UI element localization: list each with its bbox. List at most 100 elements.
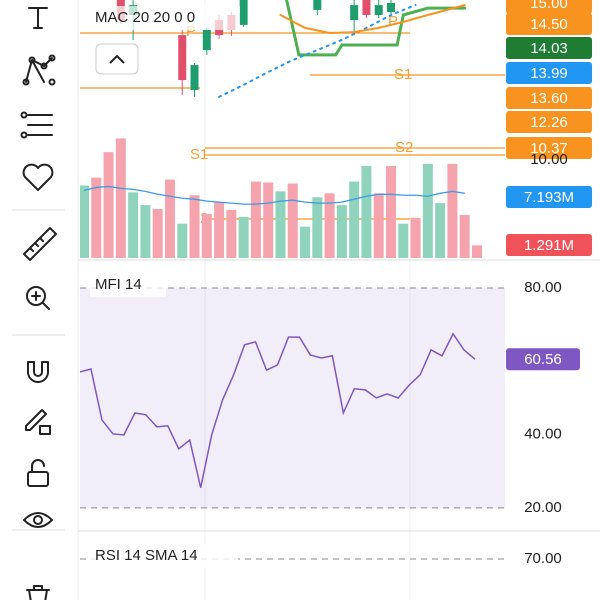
price-tag — [506, 37, 592, 59]
volume-bar — [398, 223, 409, 258]
volume-bar — [214, 202, 225, 258]
mfi-legend: MFI 14 — [95, 276, 142, 293]
volume-bar — [435, 203, 446, 258]
pivot-label: P — [388, 13, 398, 30]
price-tag-label: 14.03 — [530, 40, 568, 57]
candle-body — [178, 35, 187, 81]
price-tag — [506, 13, 592, 35]
candle-body — [362, 0, 371, 15]
volume-bar — [80, 185, 89, 258]
rsi-tick-label: 70.00 — [524, 550, 562, 567]
volume-tag-label: 1.291M — [524, 237, 574, 254]
volume-bar — [103, 152, 114, 258]
pivot-label: S2 — [395, 139, 413, 156]
volume-tag-label: 7.193M — [524, 189, 574, 206]
candle-body — [239, 0, 248, 25]
price-tag — [506, 137, 592, 159]
mfi-tick-label: 20.00 — [524, 499, 562, 516]
price-tag-label: 15.00 — [530, 0, 568, 12]
mfi-band — [80, 288, 505, 508]
unlock[interactable] — [27, 459, 49, 487]
legend-bg — [90, 6, 240, 30]
magnet[interactable] — [27, 361, 49, 383]
volume-bar — [471, 245, 482, 258]
volume-bar — [238, 216, 249, 258]
pivot-label: S1 — [190, 146, 208, 163]
candle-body — [190, 65, 199, 90]
volume-ma — [83, 185, 465, 205]
volume-bar — [324, 193, 335, 258]
volume-bar — [263, 182, 274, 258]
volume-bar — [349, 181, 360, 258]
price-tag-label: 13.60 — [530, 90, 568, 107]
chevron — [109, 54, 125, 64]
volume-bar — [152, 208, 163, 258]
price-tag-label: 13.99 — [530, 65, 568, 82]
volume-bar — [226, 209, 237, 258]
price-tag-label: 10.37 — [530, 140, 568, 157]
volume-bar — [201, 213, 212, 258]
price-tag — [506, 87, 592, 109]
candle-body — [374, 5, 383, 15]
volume-bar — [459, 214, 470, 258]
mfi-tag — [506, 348, 580, 371]
volume-tag — [506, 234, 592, 256]
pivot-label: P — [186, 23, 196, 40]
candle-body — [387, 3, 395, 12]
fib-tool[interactable] — [20, 111, 53, 139]
volume-bar — [177, 223, 188, 258]
price-tag-label: 12.26 — [530, 114, 568, 131]
volume-bar — [275, 191, 286, 258]
mfi-tick-label: 80.00 — [524, 279, 562, 296]
pivot-label: S1 — [394, 66, 412, 83]
ruler[interactable] — [23, 227, 57, 261]
volume-bar — [447, 163, 458, 258]
visibility[interactable] — [23, 512, 53, 528]
candle-body — [350, 5, 359, 21]
text-tool[interactable] — [28, 7, 48, 29]
price-chart: PPS1S1S2S2 — [80, 0, 505, 258]
volume-bar — [250, 181, 261, 258]
price-tag — [506, 62, 592, 84]
volume-bar — [312, 197, 323, 258]
draw-lock[interactable] — [25, 409, 51, 435]
indicator-line — [285, 0, 467, 57]
price-legend: MAC 20 20 0 0 — [95, 9, 195, 26]
volume-bar — [410, 217, 421, 258]
volume-tag — [506, 186, 592, 208]
favorites[interactable] — [22, 163, 54, 191]
price-tag-label: 14.50 — [530, 16, 568, 33]
volume-bar — [140, 205, 151, 258]
mfi-line — [79, 332, 476, 488]
volume-bar — [386, 165, 396, 258]
rsi-legend: RSI 14 SMA 14 — [95, 547, 198, 564]
volume-bar — [91, 177, 102, 258]
legend-bg — [90, 273, 166, 297]
volume-bar — [115, 138, 126, 258]
price-tag — [506, 111, 592, 133]
zoom-in[interactable] — [26, 286, 50, 310]
volume-bar — [336, 205, 347, 258]
path-tool[interactable] — [22, 54, 56, 86]
volume-bar — [128, 192, 139, 258]
volume-bar — [164, 179, 175, 258]
price-tag — [506, 0, 592, 14]
indicator-line — [218, 4, 417, 98]
collapse-button[interactable] — [95, 43, 139, 75]
indicator-line — [279, 4, 466, 35]
volume-bar — [189, 195, 200, 258]
mfi-tag-label: 60.56 — [524, 351, 562, 368]
mfi-tick-label: 40.00 — [524, 426, 562, 443]
delete[interactable] — [26, 585, 50, 600]
volume-tick-label: 10.00 — [530, 151, 568, 168]
volume-bar — [300, 226, 311, 258]
volume-bar — [373, 193, 384, 258]
legend-bg — [90, 544, 238, 568]
volume-bar — [361, 165, 372, 258]
candle-body — [202, 30, 211, 51]
candle-body — [313, 0, 322, 10]
toolbar — [12, 7, 65, 600]
volume-bar — [287, 183, 298, 258]
volume-bar — [422, 163, 433, 258]
